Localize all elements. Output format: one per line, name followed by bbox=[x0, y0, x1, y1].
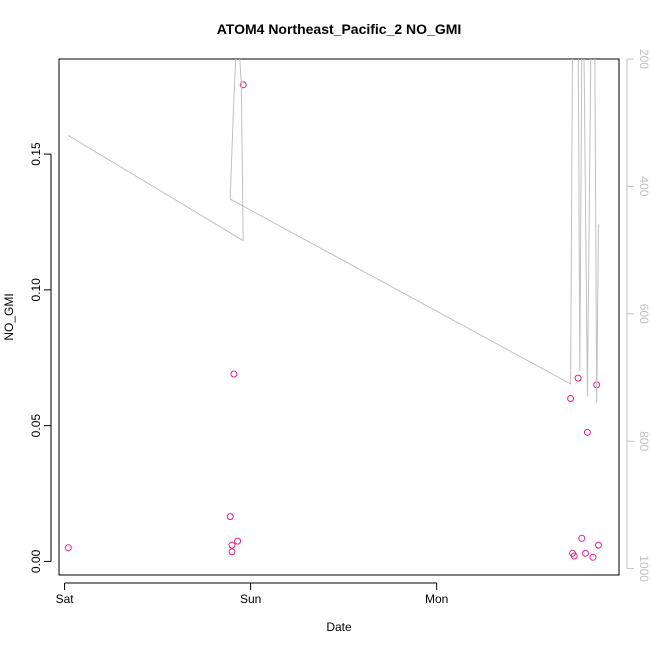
series-layer bbox=[64, 59, 602, 561]
data-point bbox=[226, 513, 234, 521]
data-point bbox=[570, 552, 578, 560]
x-tick-label: Sat bbox=[56, 592, 75, 606]
y2-tick-label: 600 bbox=[637, 304, 650, 324]
y-tick-label: 0.00 bbox=[29, 549, 43, 573]
data-point bbox=[582, 549, 589, 557]
data-point bbox=[228, 541, 236, 549]
data-point bbox=[574, 374, 582, 382]
data-point bbox=[567, 395, 575, 402]
data-point bbox=[595, 541, 602, 549]
data-point bbox=[230, 370, 238, 378]
data-point bbox=[64, 544, 72, 552]
y2-tick-label: 1000 bbox=[637, 555, 650, 582]
y-tick-label: 0.05 bbox=[29, 414, 43, 438]
data-point bbox=[578, 534, 586, 542]
x-tick-label: Sun bbox=[240, 592, 261, 606]
y-tick-label: 0.10 bbox=[29, 278, 43, 302]
y-tick-label: 0.15 bbox=[29, 142, 43, 166]
x-axis-label: Date bbox=[326, 620, 352, 634]
plot-frame bbox=[58, 58, 620, 576]
data-point bbox=[234, 537, 242, 545]
axes-layer: 0.00 0.05 0.10 0.15 Sat Sun Mon 200 400 600 800 100… bbox=[29, 49, 650, 606]
chart-title: ATOM4 Northeast_Pacific_2 NO_GMI bbox=[217, 21, 462, 37]
x-tick-label: Mon bbox=[425, 592, 448, 606]
y-axis-label: NO_GMI bbox=[2, 293, 16, 340]
data-point bbox=[239, 81, 247, 89]
series-line-1 bbox=[68, 59, 599, 404]
y2-tick-label: 200 bbox=[637, 49, 650, 69]
data-point bbox=[228, 548, 236, 556]
data-point bbox=[589, 553, 597, 561]
data-point bbox=[583, 428, 591, 436]
y2-tick-label: 400 bbox=[637, 176, 650, 196]
y2-tick-label: 800 bbox=[637, 431, 650, 451]
